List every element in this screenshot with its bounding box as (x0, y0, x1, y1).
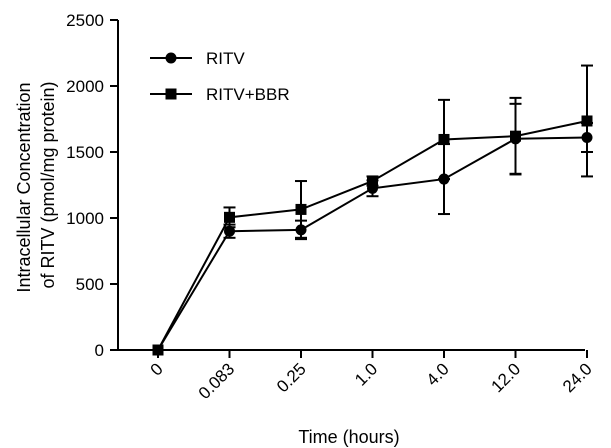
legend-label: RITV (206, 49, 245, 68)
x-tick-label: 0.25 (273, 359, 310, 396)
legend-marker-square (165, 88, 177, 100)
legend: RITV RITV+BBR (150, 49, 290, 104)
data-point-square (367, 175, 378, 187)
y-tick-label: 500 (76, 275, 104, 294)
series-line (157, 136, 588, 351)
data-point-square (224, 211, 235, 223)
x-tick-label: 1.0 (351, 359, 381, 389)
y-tick-label: 0 (95, 341, 104, 360)
series-1 (152, 102, 593, 356)
legend-label: RITV+BBR (206, 85, 290, 104)
y-axis-title-line-1: Intracellular Concentration (14, 82, 34, 292)
data-point-square (510, 130, 521, 142)
legend-item: RITV (150, 49, 245, 68)
data-point-square (295, 203, 307, 215)
x-tick-label: 0 (147, 359, 167, 379)
x-tick-labels: 0 0.083 0.25 1.0 4.0 12.0 24.0 (147, 350, 596, 403)
y-tick-labels: 0 500 1000 1500 2000 2500 (66, 11, 118, 360)
y-axis-title-line-2: of RITV (pmol/mg protein) (38, 81, 58, 288)
x-tick-label: 24.0 (559, 359, 596, 396)
series-line (157, 120, 588, 351)
y-tick-label: 1000 (66, 209, 104, 228)
legend-marker-circle (165, 52, 177, 64)
series-2 (152, 64, 593, 356)
data-point-square (581, 115, 593, 127)
x-tick-label: 0.083 (195, 359, 239, 403)
x-axis-title: Time (hours) (298, 427, 399, 447)
data-point-square (438, 133, 450, 145)
plot-area (152, 64, 593, 356)
y-axis-title: Intracellular Concentration of RITV (pmo… (14, 77, 58, 292)
y-tick-label: 2000 (66, 77, 104, 96)
data-point-square (152, 344, 164, 356)
y-tick-label: 2500 (66, 11, 104, 30)
x-tick-label: 12.0 (487, 359, 524, 396)
x-tick-label: 4.0 (423, 359, 453, 389)
data-point-circle (224, 225, 235, 237)
legend-item: RITV+BBR (150, 85, 290, 104)
y-tick-label: 1500 (66, 143, 104, 162)
